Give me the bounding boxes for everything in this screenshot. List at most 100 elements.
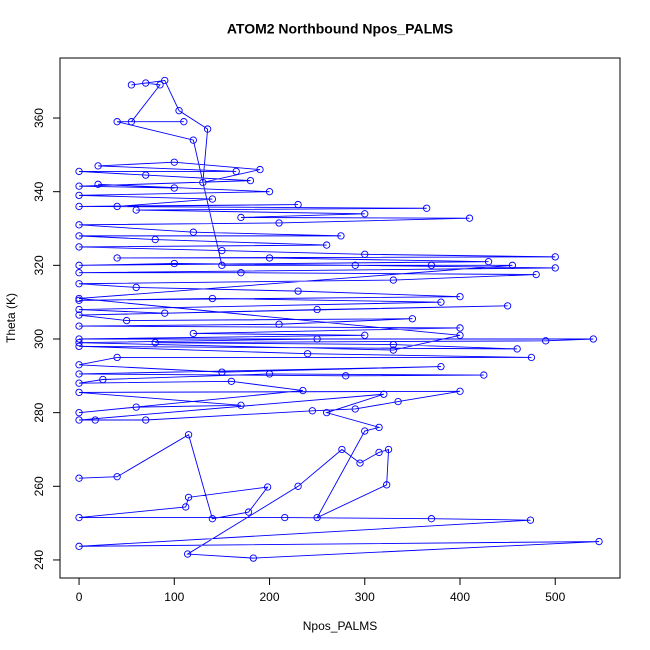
data-point xyxy=(308,407,317,415)
data-point xyxy=(265,188,274,196)
data-point xyxy=(375,448,383,457)
data-point xyxy=(281,513,289,522)
data-point xyxy=(184,493,193,501)
data-point xyxy=(423,204,431,212)
data-point xyxy=(113,254,121,262)
data-point xyxy=(313,305,321,314)
x-tick-label: 100 xyxy=(164,590,184,604)
data-point xyxy=(503,302,512,310)
data-point xyxy=(265,370,274,378)
data-point xyxy=(75,361,83,369)
data-point xyxy=(527,353,536,362)
y-tick-label: 300 xyxy=(32,329,46,349)
data-point xyxy=(361,210,369,218)
x-tick-label: 400 xyxy=(450,590,470,604)
data-point xyxy=(75,167,83,176)
data-point xyxy=(323,408,331,417)
data-point xyxy=(161,76,169,85)
data-point xyxy=(303,350,312,358)
data-point xyxy=(132,403,140,411)
data-point xyxy=(184,431,193,439)
data-point xyxy=(75,221,83,229)
data-point xyxy=(94,162,102,170)
data-point xyxy=(246,176,255,185)
data-point xyxy=(132,283,140,292)
data-point xyxy=(456,331,464,339)
data-point xyxy=(383,481,391,489)
data-point xyxy=(249,554,257,562)
data-point xyxy=(170,184,178,192)
data-point xyxy=(75,182,83,190)
data-point xyxy=(551,264,559,272)
data-point xyxy=(232,167,240,176)
data-point xyxy=(75,408,83,417)
data-point xyxy=(170,259,178,268)
data-point xyxy=(256,165,264,174)
data-point xyxy=(313,513,321,522)
data-point xyxy=(75,296,83,304)
data-point xyxy=(208,515,217,523)
data-point xyxy=(384,445,393,454)
data-point xyxy=(151,339,159,347)
data-point xyxy=(389,276,397,284)
data-point xyxy=(218,368,226,376)
x-tick-label: 0 xyxy=(76,590,83,604)
data-point xyxy=(132,206,140,214)
data-point xyxy=(203,125,212,133)
data-point xyxy=(480,371,488,379)
data-point xyxy=(389,346,397,354)
data-point xyxy=(127,118,136,126)
data-point xyxy=(299,386,307,395)
data-point xyxy=(275,219,283,227)
data-point xyxy=(75,370,83,378)
data-point xyxy=(294,482,302,490)
y-tick-label: 260 xyxy=(32,476,46,496)
data-point xyxy=(265,254,274,262)
data-point xyxy=(75,342,83,351)
data-point xyxy=(551,253,559,261)
data-point xyxy=(227,377,236,385)
data-point xyxy=(94,180,102,188)
data-point xyxy=(99,375,107,384)
data-point xyxy=(532,270,540,279)
data-point xyxy=(437,298,445,306)
data-point xyxy=(113,202,121,211)
data-point xyxy=(351,261,359,269)
data-point xyxy=(123,316,131,325)
data-point xyxy=(244,508,253,516)
data-point xyxy=(275,320,283,328)
data-point xyxy=(142,416,150,424)
data-point xyxy=(75,542,83,550)
y-tick-label: 340 xyxy=(32,181,46,201)
data-point xyxy=(589,335,597,343)
data-point xyxy=(375,423,383,432)
data-line xyxy=(78,79,600,559)
y-tick-label: 360 xyxy=(32,108,46,128)
data-point xyxy=(75,191,83,200)
data-point xyxy=(526,516,535,524)
data-point xyxy=(113,353,121,362)
data-point xyxy=(142,171,150,179)
data-point xyxy=(91,416,99,424)
data-point xyxy=(208,195,217,203)
data-point xyxy=(361,427,369,435)
data-point xyxy=(180,118,188,126)
data-point xyxy=(313,335,321,343)
data-point xyxy=(75,339,83,347)
y-tick-label: 320 xyxy=(32,255,46,275)
plot-frame xyxy=(59,57,621,579)
data-point xyxy=(394,397,402,406)
data-point xyxy=(75,474,83,482)
data-point xyxy=(323,241,331,249)
x-tick-label: 200 xyxy=(260,590,280,604)
data-point xyxy=(182,503,190,511)
data-point xyxy=(513,345,521,353)
data-point xyxy=(75,202,83,211)
data-point xyxy=(465,214,474,222)
data-point xyxy=(294,287,302,295)
data-point xyxy=(263,483,272,491)
data-point xyxy=(294,200,302,209)
data-point xyxy=(351,405,359,413)
data-point xyxy=(75,416,83,424)
data-point xyxy=(218,261,226,269)
